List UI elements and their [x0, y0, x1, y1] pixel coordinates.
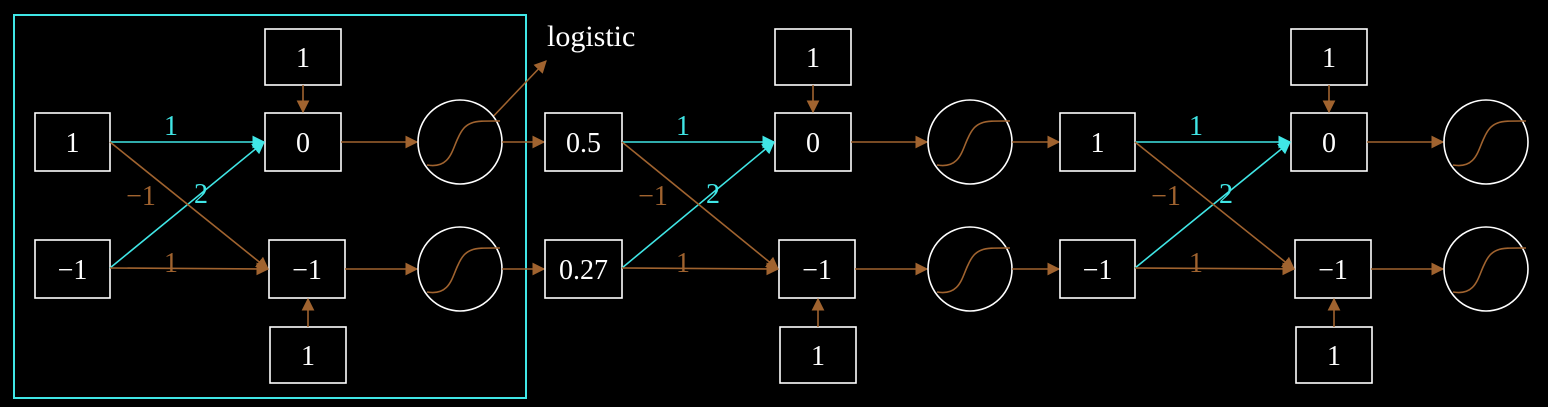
bias-node-bottom-value: 1: [301, 341, 315, 372]
bias-node-bottom: 1: [1295, 326, 1373, 384]
sigmoid-node-bottom: [1443, 226, 1529, 312]
input-node-top-value: 1: [1091, 128, 1105, 159]
logistic-pointer-arrow: [485, 60, 547, 125]
bias-node-top: 1: [774, 28, 852, 86]
sum-node-bottom-value: −1: [292, 255, 322, 286]
bias-node-bottom-value: 1: [1327, 341, 1341, 372]
sum-node-bottom-value: −1: [1318, 255, 1348, 286]
highlight-frame: [13, 14, 527, 399]
input-node-top: 1: [1059, 112, 1136, 172]
weight-label-w21: 2: [194, 179, 208, 210]
weight-label-w22: 1: [676, 248, 690, 279]
weight-label-w12: −1: [638, 181, 668, 212]
weight-label-w12: −1: [1151, 181, 1181, 212]
bias-node-bottom-value: 1: [811, 341, 825, 372]
bias-node-top-value: 1: [1322, 43, 1336, 74]
bias-node-bottom: 1: [779, 326, 857, 384]
input-node-bottom: −1: [34, 239, 111, 299]
edge-w12: [1134, 141, 1296, 270]
sum-node-top-value: 0: [806, 128, 820, 159]
sum-node-top: 0: [264, 112, 342, 172]
input-node-top-value: 1: [66, 128, 80, 159]
sum-node-bottom: −1: [1294, 239, 1372, 299]
input-node-bottom: −1: [1059, 239, 1136, 299]
sigmoid-node-top: [927, 99, 1013, 185]
input-node-bottom: 0.27: [544, 239, 623, 299]
input-node-top: 1: [34, 112, 111, 172]
sigmoid-node-top: [417, 99, 503, 185]
sum-node-top-value: 0: [296, 128, 310, 159]
edge-w12: [109, 141, 269, 270]
bias-node-top-value: 1: [806, 43, 820, 74]
sum-node-top-value: 0: [1322, 128, 1336, 159]
sigmoid-node-bottom: [927, 226, 1013, 312]
input-node-bottom-value: −1: [1083, 255, 1113, 286]
weight-label-w11: 1: [676, 111, 690, 142]
edge-w12: [621, 141, 779, 270]
bias-node-top-value: 1: [296, 43, 310, 74]
edge-w21: [109, 141, 265, 269]
weight-label-w22: 1: [164, 248, 178, 279]
sum-node-top: 0: [774, 112, 852, 172]
edge-w22: [1134, 262, 1296, 276]
weight-label-w22: 1: [1189, 248, 1203, 279]
input-node-bottom-value: −1: [58, 255, 88, 286]
weight-label-w21: 2: [706, 179, 720, 210]
input-node-top: 0.5: [544, 112, 623, 172]
sigmoid-node-bottom: [417, 226, 503, 312]
sum-node-bottom: −1: [268, 239, 346, 299]
logistic-annotation: logistic: [547, 20, 635, 53]
bias-node-top: 1: [264, 28, 342, 86]
input-node-top-value: 0.5: [566, 128, 601, 159]
input-node-bottom-value: 0.27: [559, 255, 608, 286]
edge-w21: [621, 141, 775, 269]
weight-label-w12: −1: [126, 181, 156, 212]
sum-node-bottom-value: −1: [802, 255, 832, 286]
bias-node-bottom: 1: [269, 326, 347, 384]
sigmoid-node-top: [1443, 99, 1529, 185]
sum-node-top: 0: [1290, 112, 1368, 172]
weight-label-w21: 2: [1219, 179, 1233, 210]
weight-label-w11: 1: [1189, 111, 1203, 142]
bias-node-top: 1: [1290, 28, 1368, 86]
edge-w22: [621, 262, 780, 276]
edge-w21: [1134, 141, 1291, 269]
edge-w22: [109, 262, 270, 276]
sum-node-bottom: −1: [778, 239, 856, 299]
weight-label-w11: 1: [164, 111, 178, 142]
